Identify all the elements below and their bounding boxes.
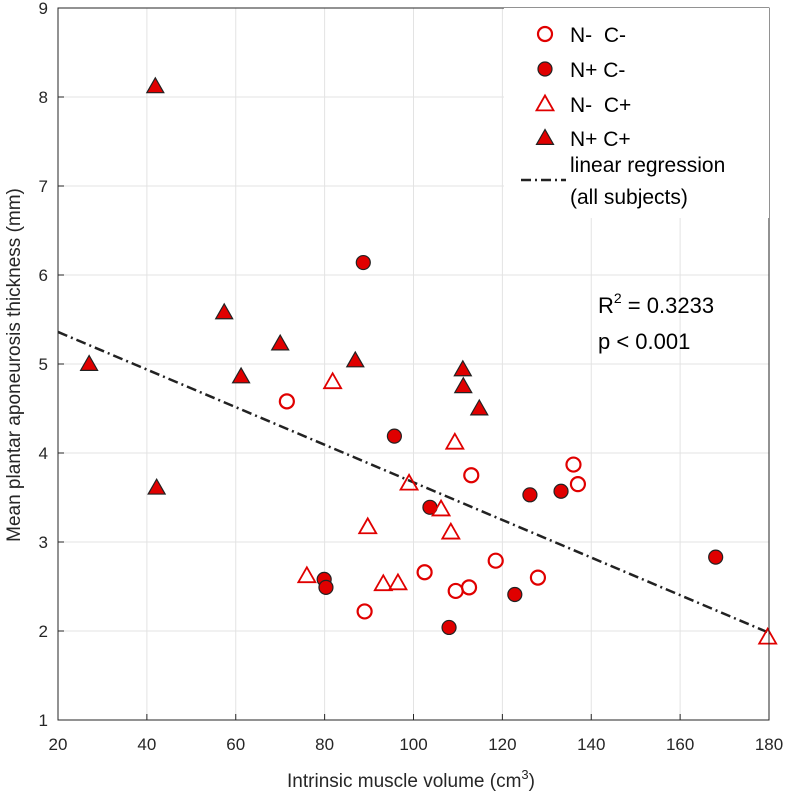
legend-label-n-minus-c-minus: N- C- [570,24,626,47]
legend-marker-triangle-open [534,93,556,112]
legend-label-regression-2: (all subjects) [570,186,688,209]
data-point-circle-filled [507,586,523,603]
x-tick-label: 120 [488,735,516,754]
plot-frame [57,7,770,721]
x-tick-label: 40 [137,735,156,754]
x-tick-label: 140 [577,735,605,754]
y-tick-label: 4 [39,444,48,463]
x-tick-label: 60 [226,735,245,754]
legend: N- C- N+ C- N- C+ N+ C+ linear regressio… [504,8,769,218]
data-point-circle-open [416,564,433,581]
data-point-circle-filled [386,428,402,444]
legend-marker-circle-filled [537,61,553,77]
data-point-triangle-filled [345,350,365,368]
data-point-circle-filled [355,254,371,271]
grid-lines [57,7,770,721]
data-point-triangle-filled [453,359,473,377]
data-point-circle-open [529,569,547,586]
data-point-circle-open [565,456,582,473]
y-tick-label: 8 [39,88,48,107]
x-tick-label: 100 [399,735,427,754]
data-point-triangle-open [431,498,452,517]
data-point-triangle-filled [145,76,165,94]
legend-label-n-minus-c-plus: N- C+ [570,94,631,117]
y-axis-label: Mean plantar aponeurosis thickness (mm) [4,188,25,542]
p-value-annotation: p < 0.001 [598,329,690,354]
data-point-circle-filled [708,549,724,565]
legend-label-n-plus-c-plus: N+ C+ [570,128,631,151]
y-tick-label: 6 [39,266,48,285]
data-point-circle-open [487,552,504,569]
data-point-circle-filled [318,579,334,595]
y-tick-labels: 1 2 3 4 5 6 7 8 9 [39,0,48,730]
x-tick-label: 20 [49,735,68,754]
data-point-triangle-filled [453,376,473,394]
data-point-circle-filled [522,487,538,503]
data-point-triangle-filled [469,398,489,416]
data-point-triangle-open [440,521,461,540]
x-tick-label: 80 [315,735,334,754]
data-point-circle-open [569,476,587,493]
y-tick-label: 9 [39,0,48,18]
x-tick-label: 160 [666,735,694,754]
data-point-circle-open [278,393,295,410]
data-point-triangle-filled [214,302,234,320]
data-point-circle-open [460,579,478,596]
data-point-circle-open [463,467,480,484]
data-point-circle-open [356,603,373,620]
data-point-triangle-filled [270,333,290,351]
legend-label-n-plus-c-minus: N+ C- [570,59,625,82]
r-squared-annotation: R2 = 0.3233 [598,290,714,318]
y-tick-label: 5 [39,355,48,374]
legend-marker-circle-open [536,25,554,43]
data-point-triangle-open [444,432,465,450]
x-tick-labels: 20 40 60 80 100 120 140 160 180 [49,735,784,754]
data-point-triangle-open [357,516,378,535]
data-point-circle-filled [553,483,569,499]
legend-box [504,8,769,218]
data-point-triangle-open [399,472,420,491]
x-axis-label: Intrinsic muscle volume (cm3) [287,767,535,792]
data-point-triangle-open [296,565,317,584]
data-point-triangle-filled [147,478,167,495]
data-point-triangle-filled [79,354,99,371]
y-tick-label: 2 [39,622,48,641]
y-tick-label: 3 [39,533,48,552]
data-point-triangle-open [373,573,394,592]
legend-marker-triangle-filled [535,128,555,145]
data-point-triangle-filled [231,366,251,384]
y-tick-label: 7 [39,177,48,196]
data-point-circle-open [447,582,464,600]
data-points [79,76,778,645]
x-tick-label: 180 [755,735,783,754]
data-point-circle-filled [441,619,457,636]
data-point-triangle-open [387,572,408,591]
y-tick-label: 1 [39,711,48,730]
legend-label-regression-1: linear regression [570,154,725,177]
data-point-triangle-open [322,371,343,390]
data-point-triangle-open [757,626,778,645]
